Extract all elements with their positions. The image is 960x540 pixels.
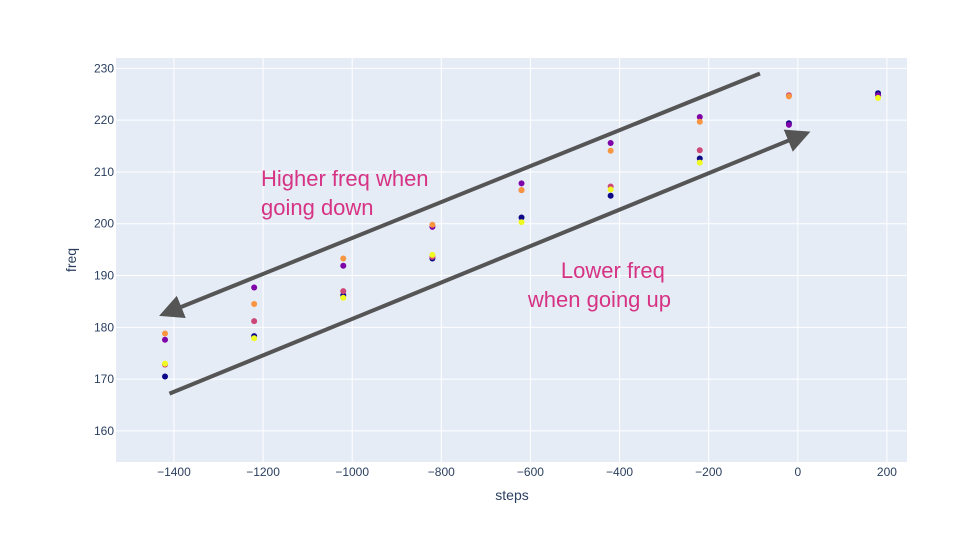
data-point-s2 (696, 114, 703, 121)
y-tick-label: 220 (94, 113, 114, 127)
annotation-lower-freq-line-2: when going up (527, 287, 671, 312)
x-tick-label: 0 (794, 465, 801, 479)
x-tick-label: −1400 (157, 465, 191, 479)
x-tick-label: 200 (877, 465, 897, 479)
annotation-arrows (159, 71, 811, 396)
data-point-s4 (518, 187, 525, 194)
data-point-s1 (162, 373, 169, 380)
data-point-s4 (162, 330, 169, 337)
x-tick-label: −200 (695, 465, 722, 479)
x-tick-label: −1000 (335, 465, 369, 479)
y-tick-label: 200 (94, 217, 114, 231)
data-point-s4 (429, 221, 436, 228)
data-point-s2 (251, 284, 258, 291)
data-point-s2 (340, 262, 347, 269)
data-point-s4 (785, 93, 792, 100)
lower-freq-arrow (168, 129, 811, 396)
y-tick-label: 170 (94, 372, 114, 386)
annotation-lower-freq-line-1: Lower freq (561, 258, 665, 283)
y-tick-label: 180 (94, 320, 114, 334)
data-point-s4 (340, 255, 347, 262)
data-point-s5 (696, 159, 703, 166)
grid-lines (116, 58, 907, 462)
data-point-s5 (429, 251, 436, 258)
data-point-s1 (518, 214, 525, 221)
x-axis-title: steps (495, 487, 528, 503)
annotation-lower-freq: Lower freq when going up (527, 258, 671, 312)
data-point-s4 (607, 147, 614, 154)
higher-freq-arrow (159, 71, 761, 319)
plot-background (116, 58, 907, 462)
x-axis-ticks: −1400 −1200 −1000 −800 −600 −400 −200 0 200 (157, 465, 897, 479)
y-axis-title: freq (63, 248, 79, 272)
data-point-s2 (162, 336, 169, 343)
data-point-s2 (607, 139, 614, 146)
x-tick-label: −400 (606, 465, 633, 479)
y-tick-label: 210 (94, 165, 114, 179)
data-point-s5 (162, 360, 169, 367)
y-tick-label: 160 (94, 424, 114, 438)
y-axis-ticks: 160 170 180 190 200 210 220 230 (94, 61, 114, 438)
data-point-s5 (251, 335, 258, 342)
data-point-s5 (875, 94, 882, 101)
annotation-higher-freq-line-2: going down (261, 195, 374, 220)
annotation-higher-freq-line-1: Higher freq when (261, 166, 429, 191)
data-point-s4 (696, 118, 703, 125)
y-tick-label: 230 (94, 61, 114, 75)
annotation-higher-freq: Higher freq when going down (261, 166, 435, 220)
data-point-s5 (607, 186, 614, 193)
data-points (162, 90, 882, 380)
y-tick-label: 190 (94, 269, 114, 283)
data-point-s5 (340, 294, 347, 301)
data-point-s3 (251, 318, 258, 325)
x-tick-label: −600 (517, 465, 544, 479)
data-point-s2 (785, 121, 792, 128)
x-tick-label: −1200 (246, 465, 280, 479)
data-point-s4 (251, 301, 258, 308)
data-point-s5 (518, 219, 525, 226)
data-point-s3 (340, 288, 347, 295)
data-point-s3 (696, 147, 703, 154)
data-point-s1 (696, 155, 703, 162)
data-point-s2 (518, 180, 525, 187)
data-point-s1 (607, 192, 614, 199)
x-tick-label: −800 (428, 465, 455, 479)
